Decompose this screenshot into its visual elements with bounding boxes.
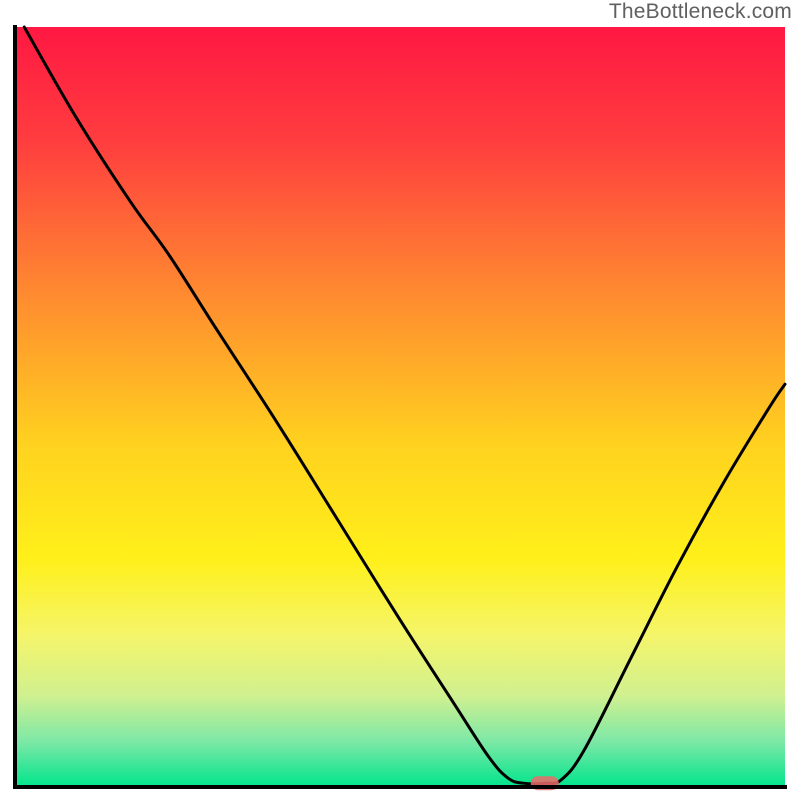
watermark-text: TheBottleneck.com	[609, 0, 792, 24]
gradient-background	[15, 27, 785, 787]
bottleneck-chart	[0, 0, 800, 800]
chart-container: TheBottleneck.com	[0, 0, 800, 800]
